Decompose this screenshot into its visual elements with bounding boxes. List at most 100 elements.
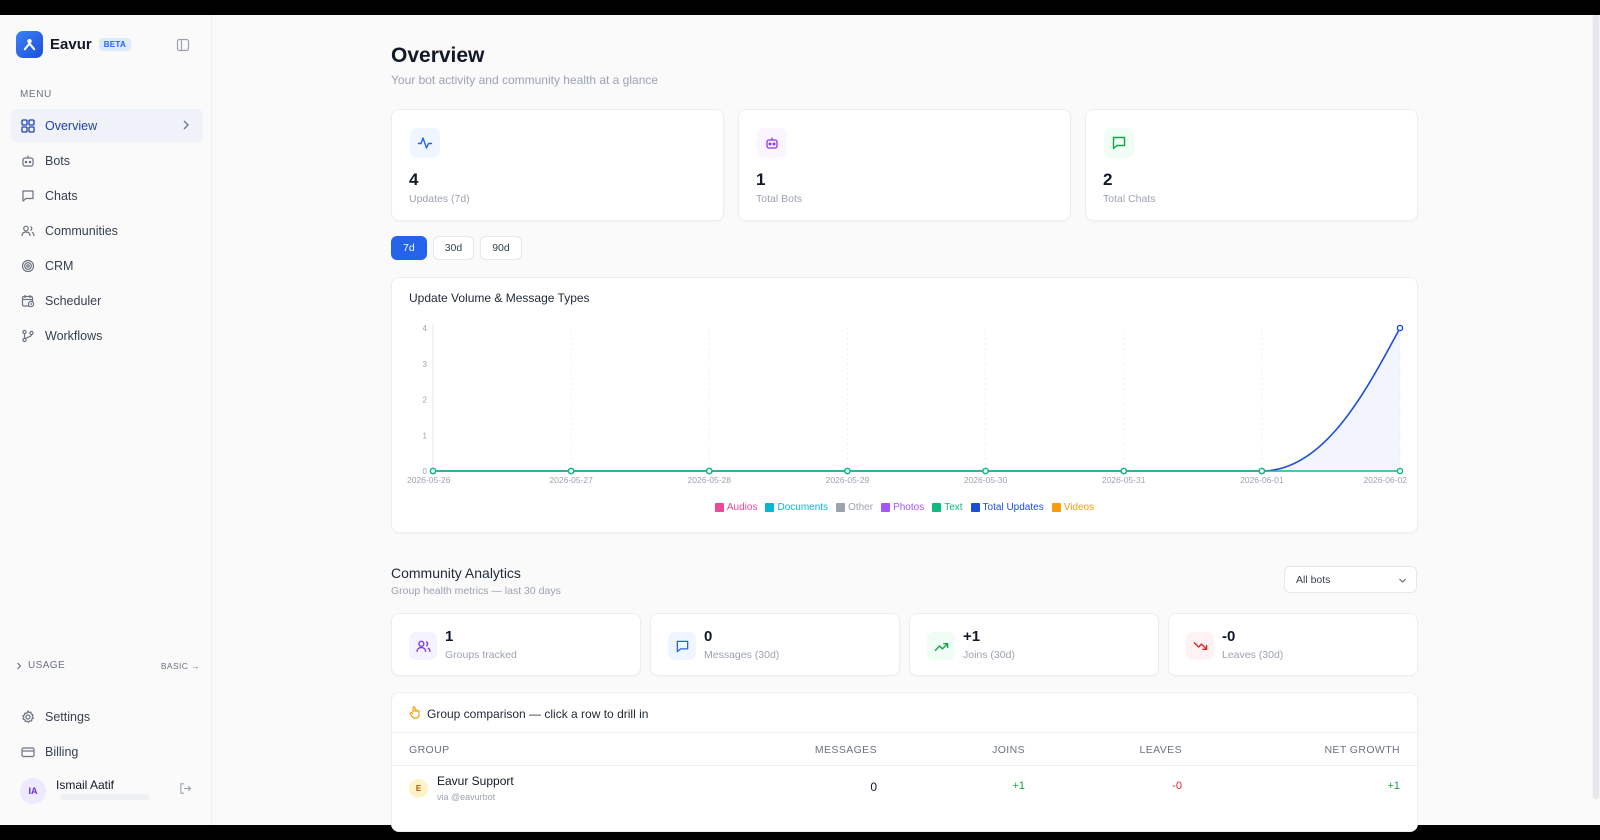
- col-group[interactable]: GROUP: [409, 744, 450, 756]
- legend-swatch: [1051, 503, 1061, 512]
- stat-card-chats: 2 Total Chats: [1085, 109, 1418, 221]
- metric-card-messages: 0 Messages (30d): [650, 613, 900, 676]
- table-header: GROUP MESSAGES JOINS LEAVES NET GROWTH: [392, 732, 1417, 766]
- stat-label: Total Chats: [1103, 193, 1156, 205]
- sidebar-item-crm[interactable]: CRM: [11, 249, 203, 282]
- sidebar-item-bots[interactable]: Bots: [11, 144, 203, 177]
- cell-leaves: -0: [1172, 780, 1182, 792]
- y-tick-label: 0: [423, 467, 428, 476]
- x-tick-label: 2026-05-30: [964, 475, 1008, 485]
- sidebar-item-settings[interactable]: Settings: [11, 700, 203, 733]
- message-square-icon: [668, 632, 696, 660]
- scrollbar-thumb[interactable]: [1593, 15, 1599, 799]
- page-subtitle: Your bot activity and community health a…: [391, 73, 659, 87]
- y-tick-label: 2: [423, 396, 428, 405]
- stat-label: Updates (7d): [409, 193, 470, 205]
- metric-value: -0: [1222, 628, 1236, 645]
- logout-icon[interactable]: [179, 782, 192, 800]
- stat-value: 4: [409, 170, 419, 189]
- app-window: Eavur BETA MENU Overview Bots Chats: [0, 15, 1600, 832]
- col-joins[interactable]: JOINS: [992, 744, 1025, 756]
- data-point: [567, 467, 575, 475]
- plan-link[interactable]: BASIC →: [160, 660, 200, 671]
- user-profile[interactable]: IA Ismail Aatif: [20, 778, 192, 804]
- users-icon: [20, 223, 36, 239]
- user-name: Ismail Aatif: [56, 778, 115, 792]
- metric-label: Joins (30d): [963, 649, 1015, 661]
- group-avatar: E: [409, 779, 428, 798]
- x-tick-label: 2026-05-27: [549, 475, 593, 485]
- range-7d-button[interactable]: 7d: [391, 236, 427, 260]
- sidebar-item-chats[interactable]: Chats: [11, 179, 203, 212]
- sidebar-item-billing[interactable]: Billing: [11, 735, 203, 768]
- sidebar: Eavur BETA MENU Overview Bots Chats: [0, 15, 212, 825]
- range-30d-button[interactable]: 30d: [432, 236, 475, 260]
- sidebar-item-scheduler[interactable]: Scheduler: [11, 284, 203, 317]
- data-point: [982, 467, 989, 475]
- legend-label: Videos: [1063, 502, 1095, 513]
- legend-item[interactable]: Other: [836, 502, 873, 513]
- col-net-growth[interactable]: NET GROWTH: [1324, 744, 1400, 756]
- y-tick-label: 1: [423, 431, 428, 440]
- page-title: Overview: [391, 44, 485, 67]
- bot-filter-select[interactable]: All bots: [1284, 566, 1417, 593]
- calendar-clock-icon: [20, 293, 36, 309]
- x-tick-label: 2026-05-29: [826, 475, 870, 485]
- col-leaves[interactable]: LEAVES: [1139, 744, 1182, 756]
- chart-plot: 0 1 2 3 4 2026-05-26 2026-05-27 2026-05-28 2026-…: [407, 324, 1408, 485]
- stat-value: 1: [756, 170, 766, 189]
- metric-value: 0: [704, 628, 713, 645]
- message-square-icon: [1104, 128, 1134, 158]
- legend-swatch: [932, 503, 942, 512]
- sidebar-collapse-icon[interactable]: [176, 38, 190, 52]
- brand[interactable]: Eavur BETA: [16, 31, 132, 58]
- legend-swatch: [881, 503, 891, 512]
- legend-item[interactable]: Documents: [765, 502, 828, 513]
- target-icon: [20, 258, 36, 274]
- legend-item[interactable]: Text: [932, 502, 963, 513]
- sidebar-item-label: CRM: [45, 258, 74, 273]
- chart-legend: Audios Documents Other Photos Text Total Upda…: [392, 502, 1417, 513]
- metric-card-leaves: -0 Leaves (30d): [1168, 613, 1418, 676]
- stat-card-updates: 4 Updates (7d): [391, 109, 724, 221]
- range-selector: 7d 30d 90d: [391, 236, 528, 260]
- legend-item[interactable]: Audios: [714, 502, 757, 513]
- x-tick-label: 2026-06-02: [1364, 475, 1408, 485]
- chevron-right-icon: [182, 119, 190, 133]
- table-row[interactable]: E Eavur Support via @eavurbot 0 +1 -0 +1: [392, 767, 1417, 807]
- data-point: [844, 467, 851, 475]
- sidebar-item-label: Bots: [45, 153, 71, 168]
- sidebar-item-communities[interactable]: Communities: [11, 214, 203, 247]
- stat-value: 2: [1103, 170, 1113, 189]
- cell-joins: +1: [1012, 780, 1025, 792]
- community-analytics-subtitle: Group health metrics — last 30 days: [391, 585, 561, 597]
- y-tick-label: 4: [423, 324, 428, 333]
- sidebar-item-label: Scheduler: [45, 293, 102, 308]
- col-messages[interactable]: MESSAGES: [814, 744, 877, 756]
- range-90d-button[interactable]: 90d: [480, 236, 522, 260]
- page-scrollbar[interactable]: [1592, 15, 1600, 799]
- group-via: via @eavurbot: [437, 792, 496, 802]
- x-tick-label: 2026-05-28: [688, 475, 732, 485]
- legend-swatch: [765, 503, 775, 512]
- sidebar-item-workflows[interactable]: Workflows: [11, 319, 203, 352]
- user-email-redacted: [60, 794, 150, 800]
- eavur-logo-icon: [16, 31, 43, 58]
- sidebar-item-overview[interactable]: Overview: [11, 109, 203, 142]
- chevron-right-icon: [17, 662, 22, 669]
- pointer-hand-icon: [409, 706, 420, 722]
- activity-icon: [410, 128, 440, 158]
- legend-swatch: [970, 503, 980, 512]
- series-area: [433, 328, 1400, 471]
- legend-swatch: [836, 503, 846, 512]
- legend-item[interactable]: Videos: [1051, 502, 1095, 513]
- x-tick-label: 2026-06-01: [1240, 475, 1284, 485]
- x-tick-label: 2026-05-31: [1102, 475, 1146, 485]
- bottom-nav: Settings Billing: [11, 700, 203, 770]
- sidebar-item-label: Settings: [45, 709, 91, 724]
- legend-item[interactable]: Photos: [881, 502, 924, 513]
- metric-card-joins: +1 Joins (30d): [909, 613, 1159, 676]
- usage-label: USAGE: [28, 660, 66, 671]
- usage-toggle[interactable]: USAGE BASIC →: [15, 660, 200, 671]
- legend-item[interactable]: Total Updates: [970, 502, 1044, 513]
